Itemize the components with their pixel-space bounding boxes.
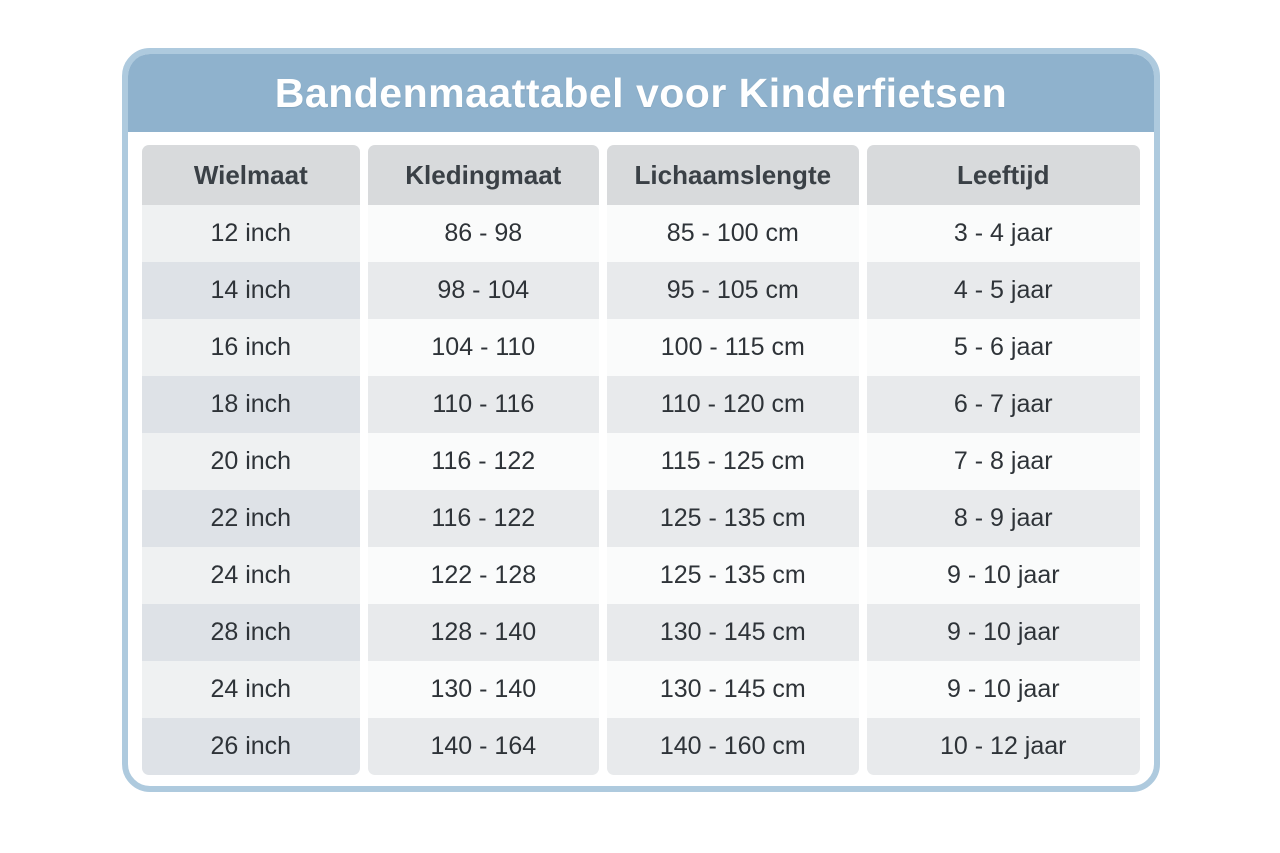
table-cell: 16 inch: [142, 319, 360, 376]
table-cell: 26 inch: [142, 718, 360, 775]
table-cell: 116 - 122: [367, 433, 600, 490]
table-cell: 5 - 6 jaar: [866, 319, 1140, 376]
table-cell: 125 - 135 cm: [607, 490, 859, 547]
table-cell: 130 - 145 cm: [607, 604, 859, 661]
table-cell: 10 - 12 jaar: [866, 718, 1140, 775]
table-cell: 6 - 7 jaar: [866, 376, 1140, 433]
table-cell: 28 inch: [142, 604, 360, 661]
table-cell: 8 - 9 jaar: [866, 490, 1140, 547]
table-cell: 128 - 140: [367, 604, 600, 661]
page-title: Bandenmaattabel voor Kinderfietsen: [274, 69, 1008, 116]
table-cell: 24 inch: [142, 661, 360, 718]
column-header: Leeftijd: [866, 145, 1140, 205]
size-table: Wielmaat Kledingmaat Lichaamslengte Leeftij…: [142, 145, 1140, 775]
table-cell: 12 inch: [142, 205, 360, 262]
column-header: Kledingmaat: [367, 145, 600, 205]
table-cell: 98 - 104: [367, 262, 600, 319]
table-cell: 110 - 120 cm: [607, 376, 859, 433]
size-chart-card: Bandenmaattabel voor Kinderfietsen Wielm…: [122, 48, 1160, 792]
table-cell: 122 - 128: [367, 547, 600, 604]
column-header: Wielmaat: [142, 145, 360, 205]
table-cell: 95 - 105 cm: [607, 262, 859, 319]
table-cell: 125 - 135 cm: [607, 547, 859, 604]
table-cell: 7 - 8 jaar: [866, 433, 1140, 490]
table-cell: 115 - 125 cm: [607, 433, 859, 490]
table-cell: 9 - 10 jaar: [866, 547, 1140, 604]
table-cell: 100 - 115 cm: [607, 319, 859, 376]
table-cell: 85 - 100 cm: [607, 205, 859, 262]
table-wrapper: Wielmaat Kledingmaat Lichaamslengte Leeftij…: [142, 145, 1140, 775]
table-cell: 3 - 4 jaar: [866, 205, 1140, 262]
table-cell: 86 - 98: [367, 205, 600, 262]
table-cell: 24 inch: [142, 547, 360, 604]
table-cell: 130 - 145 cm: [607, 661, 859, 718]
table-cell: 140 - 160 cm: [607, 718, 859, 775]
table-cell: 140 - 164: [367, 718, 600, 775]
table-cell: 9 - 10 jaar: [866, 604, 1140, 661]
table-cell: 22 inch: [142, 490, 360, 547]
card-header: Bandenmaattabel voor Kinderfietsen: [128, 54, 1154, 132]
column-header: Lichaamslengte: [607, 145, 859, 205]
table-cell: 18 inch: [142, 376, 360, 433]
table-cell: 9 - 10 jaar: [866, 661, 1140, 718]
table-cell: 110 - 116: [367, 376, 600, 433]
table-cell: 116 - 122: [367, 490, 600, 547]
table-cell: 4 - 5 jaar: [866, 262, 1140, 319]
table-cell: 104 - 110: [367, 319, 600, 376]
table-cell: 20 inch: [142, 433, 360, 490]
table-cell: 14 inch: [142, 262, 360, 319]
table-cell: 130 - 140: [367, 661, 600, 718]
